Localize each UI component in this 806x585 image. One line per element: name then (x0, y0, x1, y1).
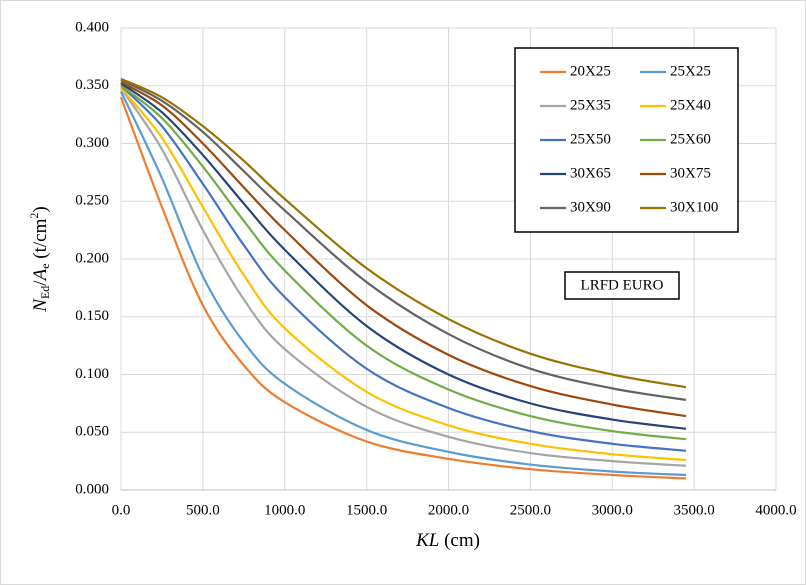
legend-label: 25X25 (670, 63, 711, 79)
series-line (119, 96, 686, 480)
x-tick-label: 2500.0 (510, 502, 551, 518)
plot-area: 0.000 0.050 0.100 0.150 0.200 0.250 0.300 0.350… (75, 19, 796, 518)
x-label-part: KL (415, 530, 439, 551)
series-line (120, 91, 686, 477)
series-line (120, 82, 687, 430)
x-tick-label: 1500.0 (346, 502, 387, 518)
y-label-part: ) (30, 206, 51, 212)
x-tick-label: 2000.0 (428, 502, 469, 518)
y-label-part: N (30, 298, 51, 313)
series-line (120, 78, 687, 401)
y-label-part: e (38, 263, 52, 268)
y-tick-label: 0.050 (75, 424, 109, 440)
series-line (120, 81, 687, 418)
x-tick-label: 3000.0 (592, 502, 633, 518)
y-axis-label: NEd/Ae (t/cm2) (27, 206, 52, 312)
x-tick-label: 3500.0 (674, 502, 715, 518)
y-label-part: Ed (38, 286, 52, 299)
legend-label: 25X40 (670, 97, 711, 113)
annotation: LRFD EURO (581, 277, 664, 293)
y-label-part: (t/cm (30, 218, 51, 263)
y-tick-label: 0.100 (75, 366, 109, 382)
x-tick-label: 500.0 (186, 502, 220, 518)
y-label-part: / (30, 280, 51, 286)
series-line (120, 77, 687, 389)
legend-label: 25X35 (570, 97, 611, 113)
legend-label: 30X90 (570, 199, 611, 215)
x-tick-label: 1000.0 (264, 502, 305, 518)
legend-label: 30X75 (670, 165, 711, 181)
y-label-part: 2 (27, 213, 41, 219)
y-tick-label: 0.000 (75, 481, 109, 497)
y-tick-label: 0.400 (75, 19, 109, 35)
series-line (120, 87, 687, 462)
y-tick-label: 0.350 (75, 77, 109, 93)
x-label-part: (cm) (439, 530, 480, 551)
series-line (120, 84, 687, 452)
series-line (120, 87, 687, 467)
legend-label: 30X100 (670, 199, 718, 215)
y-tick-label: 0.200 (75, 250, 109, 266)
annotation-box (564, 271, 680, 300)
y-tick-label: 0.250 (75, 193, 109, 209)
legend-label: 20X25 (570, 63, 611, 79)
x-tick-label: 4000.0 (755, 502, 796, 518)
y-tick-label: 0.150 (75, 308, 109, 324)
y-label-part: A (30, 268, 51, 282)
y-tick-label: 0.300 (75, 135, 109, 151)
legend-label: 25X60 (670, 131, 711, 147)
legend-label: 30X65 (570, 165, 611, 181)
series-line (120, 84, 687, 441)
x-tick-label: 0.0 (112, 502, 131, 518)
legend-label: 25X50 (570, 131, 611, 147)
x-axis-label: KL (cm) (415, 530, 480, 551)
